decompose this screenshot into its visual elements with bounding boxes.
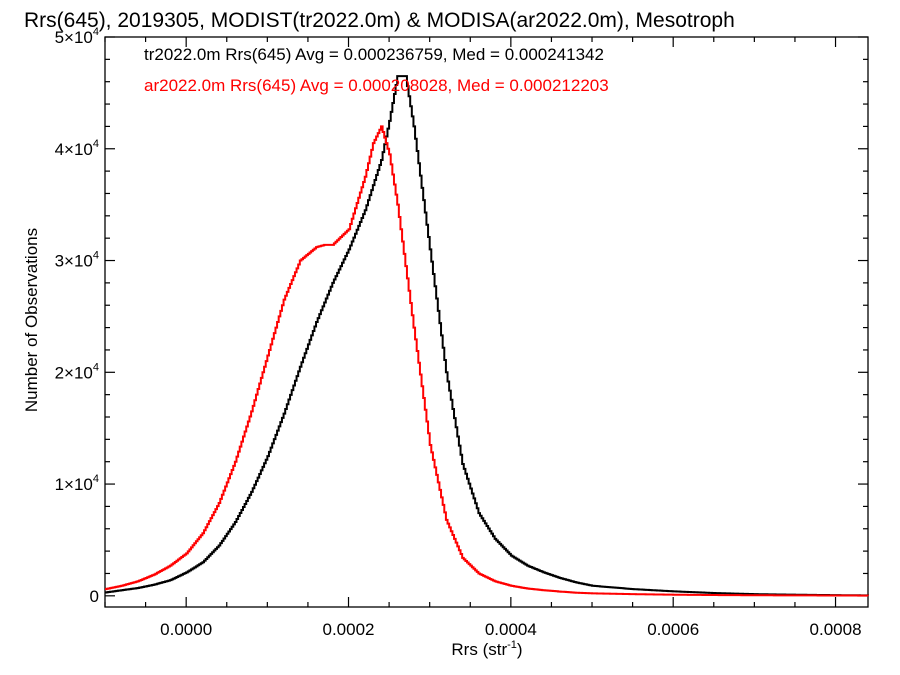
y-tick-label: 1×104 [55, 473, 99, 494]
series-lines [105, 75, 869, 597]
x-axis-label-main: Rrs (str [451, 640, 507, 659]
series-line-tr2022 [105, 75, 869, 597]
chart-title: Rrs(645), 2019305, MODIST(tr2022.0m) & M… [24, 9, 735, 32]
x-axis-ticks: 0.0000 0.0002 0.0004 0.0006 0.0008 [104, 37, 862, 639]
legend-entry-ar2022: ar2022.0m Rrs(645) Avg = 0.000208028, Me… [144, 76, 609, 95]
x-tick-label: 0.0002 [323, 620, 375, 639]
x-tick-label: 0.0008 [810, 620, 862, 639]
y-tick-label: 0 [90, 587, 99, 606]
y-tick-label: 2×104 [55, 361, 99, 382]
x-tick-label: 0.0006 [647, 620, 699, 639]
series-line-ar2022 [105, 125, 869, 597]
y-axis-label: Number of Observations [22, 228, 41, 412]
x-axis-label-exp: -1 [507, 639, 517, 651]
x-tick-label: 0.0004 [485, 620, 537, 639]
legend-entry-tr2022: tr2022.0m Rrs(645) Avg = 0.000236759, Me… [144, 45, 604, 64]
y-tick-label: 4×104 [55, 138, 99, 159]
y-tick-label: 5×104 [55, 26, 99, 47]
y-tick-label: 3×104 [55, 250, 99, 271]
x-axis-label: Rrs (str-1) [451, 639, 522, 659]
x-axis-label-suffix: ) [517, 640, 523, 659]
x-tick-label: 0.0000 [160, 620, 212, 639]
y-axis-ticks: 0 1×104 2×104 3×104 4×104 5×104 [55, 26, 868, 606]
plot-frame [104, 36, 869, 608]
